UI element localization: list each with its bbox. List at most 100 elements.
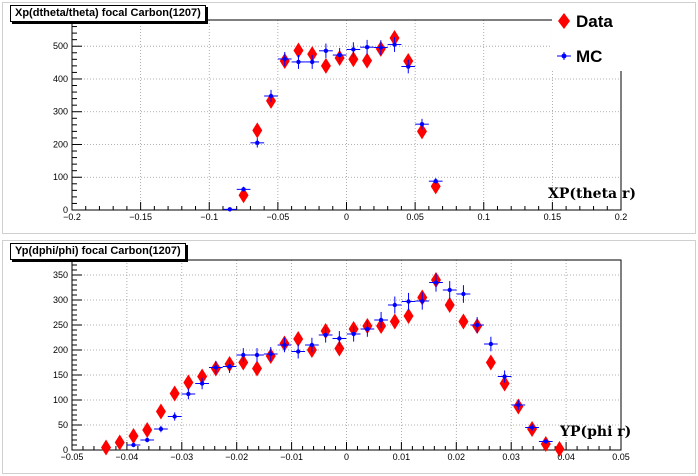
- top-x-axis-title: XP(theta r): [548, 186, 636, 202]
- top-plot-frame: [71, 19, 622, 211]
- bottom-mc-point: [309, 342, 315, 348]
- top-mc-point: [351, 47, 356, 52]
- top-mc-point: [323, 48, 329, 53]
- top-data-point: [252, 122, 263, 139]
- bottom-data-point: [155, 403, 166, 420]
- top-y-tick-label: 400: [53, 74, 68, 84]
- bottom-mc-point: [268, 351, 273, 357]
- top-chart-title: Xp(dtheta/theta) focal Carbon(1207): [10, 5, 206, 22]
- top-data-point: [362, 52, 373, 69]
- bottom-x-tick-label: −0.05: [61, 452, 84, 462]
- bottom-data-point: [169, 385, 180, 402]
- bottom-mc-point: [420, 298, 425, 304]
- bottom-x-tick-label: −0.03: [170, 452, 193, 462]
- top-y-tick-label: 500: [53, 41, 68, 51]
- top-y-tick-label: 100: [53, 172, 68, 182]
- bottom-chart-title: Yp(dphi/phi) focal Carbon(1207): [10, 243, 186, 260]
- top-x-tick-label: −0.2: [63, 212, 81, 222]
- top-mc-point: [378, 45, 384, 50]
- bottom-mc-point: [392, 302, 398, 308]
- bottom-data-point: [183, 374, 194, 391]
- bottom-y-tick-label: 250: [53, 320, 68, 330]
- top-data-point: [238, 187, 249, 204]
- top-mc-point: [406, 64, 411, 69]
- bottom-mc-point: [227, 364, 232, 369]
- top-y-tick-label: 300: [53, 107, 68, 117]
- top-mc-point: [227, 207, 233, 212]
- bottom-data-point: [444, 297, 455, 313]
- bottom-mc-point: [543, 439, 548, 444]
- bottom-mc-point: [461, 291, 466, 297]
- top-mc-point: [433, 178, 438, 184]
- bottom-y-tick-label: 300: [53, 295, 68, 305]
- bottom-mc-point: [447, 287, 452, 293]
- bottom-mc-point: [474, 322, 480, 328]
- bottom-data-point: [114, 434, 125, 451]
- bottom-mc-point: [516, 402, 521, 408]
- bottom-y-tick-label: 50: [58, 420, 68, 430]
- bottom-mc-point: [158, 426, 164, 432]
- bottom-mc-point: [406, 299, 411, 304]
- bottom-mc-point: [488, 341, 494, 347]
- top-x-tick-label: 0.2: [615, 212, 628, 222]
- top-mc-point: [282, 56, 287, 62]
- bottom-x-tick-label: −0.04: [116, 452, 139, 462]
- bottom-mc-point: [433, 280, 439, 285]
- bottom-mc-point: [131, 442, 136, 448]
- bottom-mc-point: [213, 365, 219, 370]
- bottom-mc-point: [282, 342, 287, 348]
- bottom-data-point: [252, 360, 263, 377]
- top-data-point: [416, 123, 427, 140]
- bottom-y-tick-label: 350: [53, 270, 68, 280]
- top-mc-point: [296, 59, 301, 65]
- bottom-mc-point: [378, 317, 384, 323]
- bottom-data-point: [485, 354, 496, 371]
- bottom-x-tick-label: −0.01: [280, 452, 303, 462]
- bottom-plot-panel: [2, 240, 696, 474]
- bottom-data-point: [238, 354, 249, 371]
- top-y-tick-label: 200: [53, 139, 68, 149]
- bottom-data-point: [293, 331, 304, 347]
- top-mc-point: [337, 52, 342, 58]
- legend-mc-label: MC: [576, 47, 603, 66]
- bottom-y-tick-label: 100: [53, 395, 68, 405]
- bottom-x-tick-label: 0.04: [557, 452, 575, 462]
- bottom-mc-point: [323, 332, 328, 338]
- top-x-tick-label: 0.15: [544, 212, 562, 222]
- bottom-data-point: [403, 308, 414, 324]
- bottom-mc-point: [241, 352, 246, 358]
- bottom-data-point: [101, 439, 112, 456]
- bottom-mc-point: [186, 391, 191, 397]
- bottom-x-tick-label: 0.05: [612, 452, 630, 462]
- bottom-data-point: [458, 313, 469, 330]
- top-mc-point: [419, 121, 425, 127]
- bottom-x-tick-label: 0.02: [448, 452, 466, 462]
- bottom-data-point: [499, 375, 510, 392]
- bottom-mc-point: [351, 331, 356, 337]
- top-data-point: [348, 51, 359, 68]
- bottom-mc-point: [365, 326, 370, 332]
- bottom-mc-point: [337, 336, 342, 341]
- top-mc-point: [309, 59, 315, 65]
- bottom-mc-point: [254, 352, 260, 358]
- top-mc-point: [392, 42, 397, 47]
- bottom-x-tick-label: 0.03: [502, 452, 520, 462]
- bottom-y-tick-label: 0: [63, 445, 68, 455]
- legend-data-marker: [558, 13, 570, 29]
- bottom-x-tick-label: 0.01: [393, 452, 411, 462]
- bottom-x-axis-title: YP(phi r): [560, 424, 632, 440]
- top-x-tick-label: 0.05: [406, 212, 424, 222]
- legend-data-label: Data: [576, 12, 613, 31]
- bottom-y-tick-label: 200: [53, 345, 68, 355]
- top-x-tick-label: −0.15: [129, 212, 152, 222]
- top-mc-point: [241, 187, 246, 192]
- bottom-mc-point: [529, 425, 535, 430]
- bottom-x-tick-label: 0: [344, 452, 349, 462]
- bottom-y-tick-label: 150: [53, 370, 68, 380]
- top-x-tick-label: 0.1: [477, 212, 490, 222]
- top-mc-point: [268, 93, 274, 99]
- bottom-mc-point: [295, 349, 301, 354]
- bottom-mc-point: [502, 374, 507, 379]
- chart-legend: Data MC: [552, 5, 622, 71]
